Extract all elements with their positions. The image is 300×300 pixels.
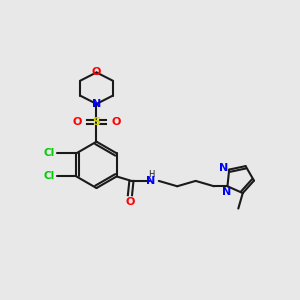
- Text: S: S: [92, 117, 101, 128]
- Text: Cl: Cl: [43, 148, 54, 158]
- Text: O: O: [73, 117, 82, 128]
- Text: N: N: [146, 176, 156, 186]
- Text: N: N: [92, 99, 101, 109]
- Text: H: H: [148, 170, 154, 179]
- Text: O: O: [111, 117, 121, 128]
- Text: O: O: [92, 68, 101, 77]
- Text: Cl: Cl: [43, 172, 54, 182]
- Text: O: O: [125, 197, 135, 207]
- Text: N: N: [219, 163, 229, 173]
- Text: N: N: [222, 187, 231, 196]
